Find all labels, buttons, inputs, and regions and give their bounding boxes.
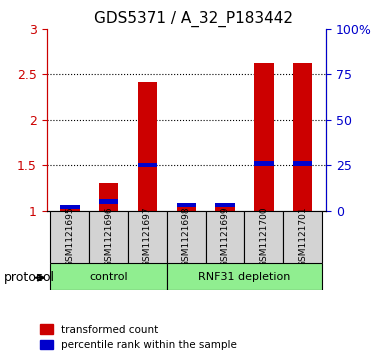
Bar (254, 63, 274, 211)
Bar (293, 161, 312, 166)
FancyBboxPatch shape (50, 263, 167, 290)
Bar (177, 206, 196, 211)
Text: GSM1121695: GSM1121695 (65, 207, 74, 267)
Text: GSM1121697: GSM1121697 (143, 207, 152, 267)
Text: control: control (89, 272, 128, 282)
FancyBboxPatch shape (206, 211, 244, 263)
Bar (254, 161, 274, 166)
Text: protocol: protocol (4, 271, 55, 284)
Bar (293, 63, 312, 211)
FancyBboxPatch shape (50, 211, 89, 263)
FancyBboxPatch shape (244, 211, 283, 263)
Bar (215, 204, 235, 211)
Text: GSM1121696: GSM1121696 (104, 207, 113, 267)
Bar (138, 82, 157, 211)
Bar (177, 203, 196, 207)
FancyBboxPatch shape (89, 211, 128, 263)
Text: GSM1121698: GSM1121698 (182, 207, 191, 267)
Text: GSM1121700: GSM1121700 (259, 207, 268, 267)
Text: GDS5371 / A_32_P183442: GDS5371 / A_32_P183442 (95, 11, 293, 27)
Bar (99, 183, 118, 211)
FancyBboxPatch shape (128, 211, 167, 263)
Bar (99, 199, 118, 204)
Text: GSM1121701: GSM1121701 (298, 207, 307, 267)
FancyBboxPatch shape (283, 211, 322, 263)
Text: GSM1121699: GSM1121699 (220, 207, 230, 267)
Text: RNF31 depletion: RNF31 depletion (198, 272, 291, 282)
Bar (60, 206, 80, 211)
Bar (215, 203, 235, 207)
Bar (60, 205, 80, 209)
Legend: transformed count, percentile rank within the sample: transformed count, percentile rank withi… (36, 320, 241, 354)
FancyBboxPatch shape (167, 211, 206, 263)
FancyBboxPatch shape (167, 263, 322, 290)
Bar (138, 163, 157, 167)
